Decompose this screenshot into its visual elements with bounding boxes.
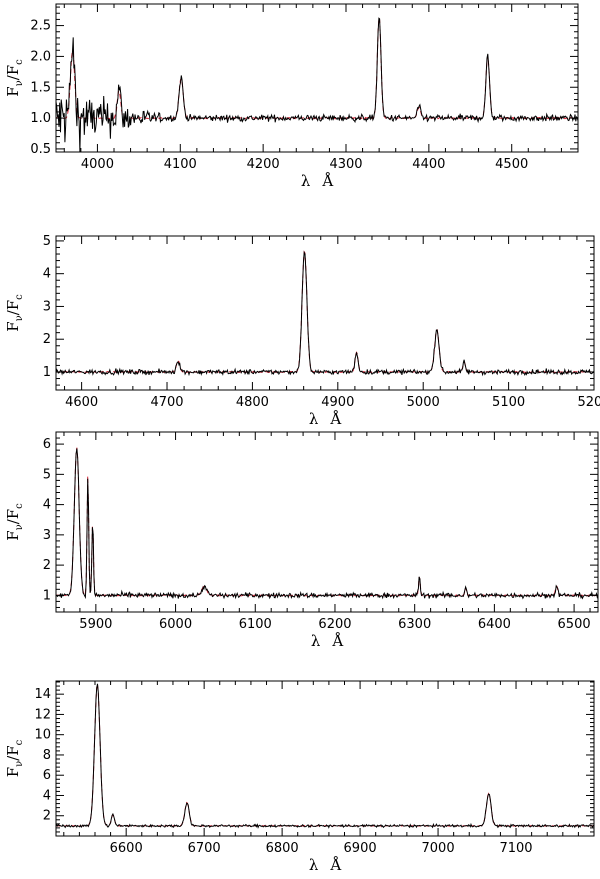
series-observed-line: [56, 683, 594, 829]
y-tick-label: 14: [34, 687, 51, 702]
plot-frame: [55, 680, 595, 837]
series-model-line: [56, 250, 594, 374]
panel-4: 6600 6700 6800 6900 7000 7100 2 4 6 8 10 12 14 λ Å Fν/F…: [4, 680, 595, 874]
panel-3: 5900 6000 6100 6200 6300 6400 6500 1 2 3 4 5 6 λ Å Fν/F…: [4, 431, 599, 650]
y-tick-label: 1.0: [30, 111, 51, 126]
x-tick-label: 6600: [110, 841, 143, 856]
x-tick-label: 4500: [495, 157, 528, 172]
x-tick-label: 5200: [577, 395, 600, 410]
y-tick-label: 6: [43, 437, 51, 452]
series-observed-line: [56, 448, 598, 600]
x-tick-label: 7100: [499, 841, 532, 856]
x-tick-label: 5000: [407, 395, 440, 410]
x-tick-label: 4900: [321, 395, 354, 410]
series-model-line: [56, 17, 578, 120]
y-tick-label: 4: [43, 267, 51, 282]
x-tick-label: 4400: [412, 157, 445, 172]
x-tick-label: 4700: [150, 395, 183, 410]
x-tick-label: 4800: [236, 395, 269, 410]
y-tick-label: 8: [43, 748, 51, 763]
y-tick-label: 4: [43, 498, 51, 513]
y-tick-label: 2: [43, 558, 51, 573]
y-axis-title: Fν/Fc: [4, 59, 25, 97]
series-observed-line: [56, 17, 578, 152]
y-tick-label: 2.0: [30, 49, 51, 64]
y-axis-title: Fν/Fc: [4, 739, 25, 777]
x-tick-label: 6800: [266, 841, 299, 856]
series-model-line: [56, 684, 594, 827]
y-tick-label: 3: [43, 299, 51, 314]
x-tick-label: 6100: [239, 617, 272, 632]
plot-frame: [55, 235, 595, 391]
y-tick-label: 5: [43, 467, 51, 482]
y-tick-label: 6: [43, 768, 51, 783]
y-tick-label: 12: [34, 707, 51, 722]
y-tick-label: 1: [43, 588, 51, 603]
x-tick-label: 7000: [422, 841, 455, 856]
x-tick-label: 6500: [558, 617, 591, 632]
y-axis-title: Fν/Fc: [4, 503, 25, 541]
x-tick-label: 4300: [329, 157, 362, 172]
y-tick-label: 2: [43, 332, 51, 347]
y-tick-label: 2.5: [30, 19, 51, 34]
y-tick-label: 2: [43, 809, 51, 824]
x-tick-label: 4100: [164, 157, 197, 172]
x-tick-label: 6900: [344, 841, 377, 856]
y-tick-label: 3: [43, 528, 51, 543]
x-tick-label: 6700: [188, 841, 221, 856]
y-tick-label: 1: [43, 365, 51, 380]
panel-1: 4000 4100 4200 4300 4400 4500 0.5 1.0 1.5 2.0 2.5 λ…: [4, 3, 579, 190]
x-tick-label: 6200: [318, 617, 351, 632]
series-observed-line: [56, 250, 594, 377]
series-model-line: [56, 447, 598, 597]
panel-2: 4600 4700 4800 4900 5000 5100 5200 1 2 3 4 5 λÅ Fν/Fc: [4, 234, 600, 428]
y-tick-label: 0.5: [30, 142, 51, 157]
x-tick-label: 4200: [247, 157, 280, 172]
x-tick-label: 4600: [65, 395, 98, 410]
y-tick-label: 10: [34, 728, 51, 743]
y-tick-label: 4: [43, 788, 51, 803]
x-tick-label: 4000: [81, 157, 114, 172]
y-axis-title: Fν/Fc: [4, 294, 25, 332]
x-tick-label: 6000: [159, 617, 192, 632]
y-tick-label: 5: [43, 234, 51, 249]
plot-frame: [55, 431, 599, 613]
x-tick-label: 6300: [398, 617, 431, 632]
plot-frame: [55, 3, 579, 153]
x-tick-label: 5100: [492, 395, 525, 410]
x-tick-label: 6400: [478, 617, 511, 632]
x-tick-label: 5900: [79, 617, 112, 632]
y-tick-label: 1.5: [30, 80, 51, 95]
